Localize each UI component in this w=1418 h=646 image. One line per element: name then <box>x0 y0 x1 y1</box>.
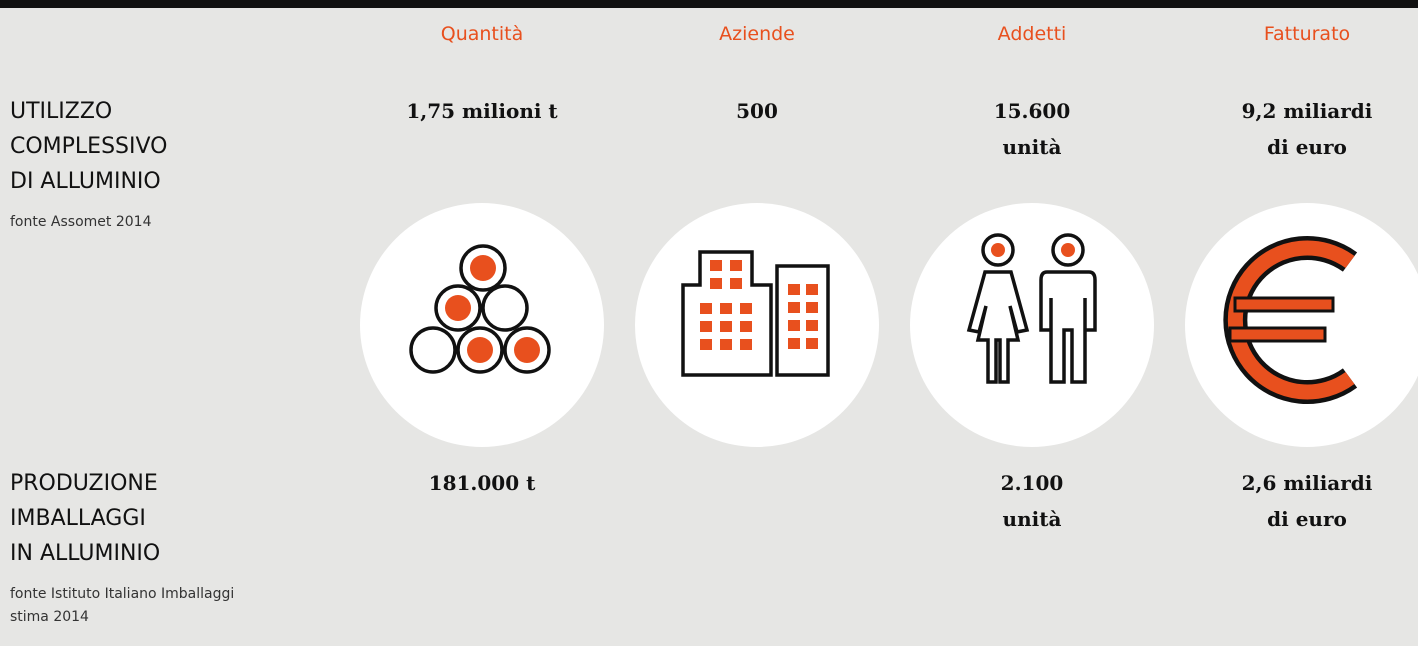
value: di euro <box>1267 135 1347 159</box>
value: unità <box>1003 507 1062 531</box>
column-header: Quantità <box>441 23 524 45</box>
row-label: COMPLESSIVO <box>10 134 167 159</box>
value: di euro <box>1267 507 1347 531</box>
icons <box>360 203 1418 447</box>
column-header: Fatturato <box>1264 23 1350 45</box>
row-label: IMBALLAGGI <box>10 506 146 531</box>
value: 9,2 miliardi <box>1242 99 1373 123</box>
row-label: DI ALLUMINIO <box>10 169 161 194</box>
value: 2,6 miliardi <box>1242 471 1373 495</box>
value: unità <box>1003 135 1062 159</box>
row-source: stima 2014 <box>10 609 89 625</box>
column-header: Aziende <box>719 23 795 45</box>
row-source: fonte Istituto Italiano Imballaggi <box>10 586 234 602</box>
value: 15.600 <box>994 99 1071 123</box>
value: 500 <box>736 99 778 123</box>
row-source: fonte Assomet 2014 <box>10 214 152 230</box>
column-header: Addetti <box>998 23 1067 45</box>
row-label: UTILIZZO <box>10 99 112 124</box>
value: 2.100 <box>1001 471 1064 495</box>
top-bar <box>0 0 1418 8</box>
row-label: PRODUZIONE <box>10 471 158 496</box>
row-label: IN ALLUMINIO <box>10 541 160 566</box>
value: 181.000 t <box>429 471 536 495</box>
value: 1,75 milioni t <box>406 99 558 123</box>
